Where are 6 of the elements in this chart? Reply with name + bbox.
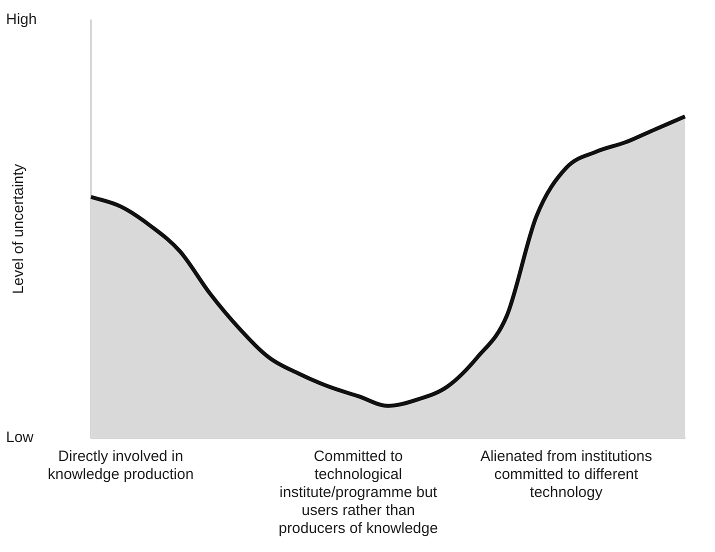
x-tick-label: Directly involved in knowledge production <box>48 448 194 484</box>
x-tick-label: Alienated from institutions committed to different technology <box>480 448 652 502</box>
y-axis-title: Level of uncertainty <box>10 163 28 294</box>
text: Low <box>6 429 34 446</box>
text: High <box>6 11 37 28</box>
x-tick-label: Committed to technological institute/programme but users rather than producers of knowledge <box>278 448 438 538</box>
